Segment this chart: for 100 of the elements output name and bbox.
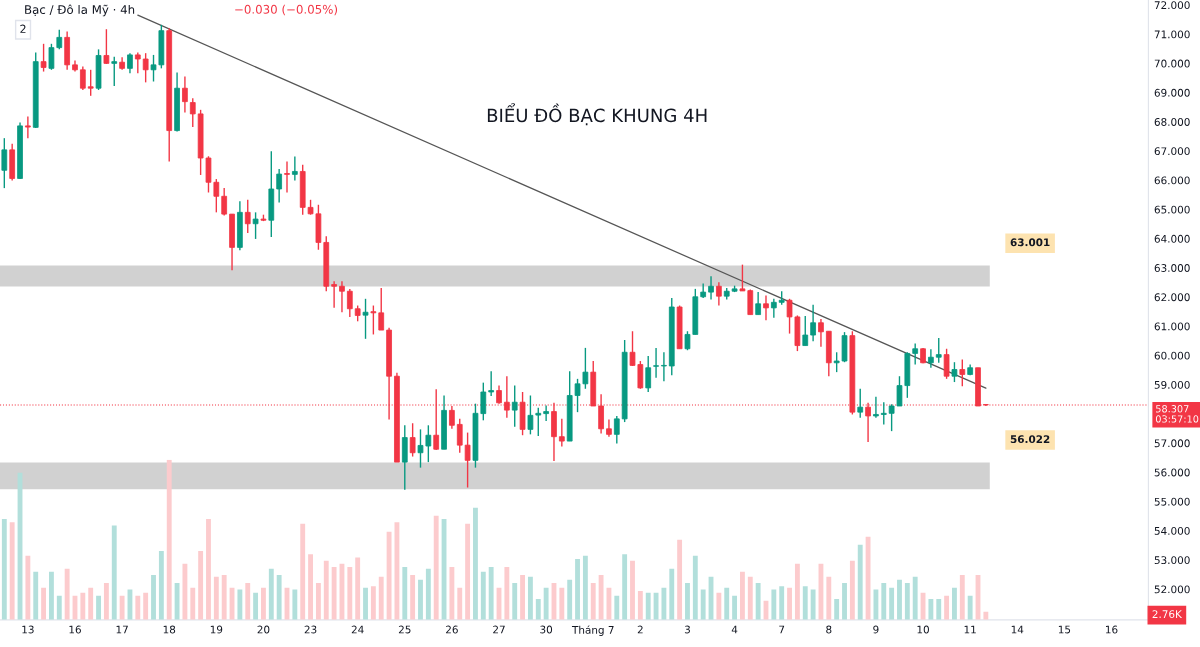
bar	[637, 591, 643, 620]
bar	[983, 611, 989, 620]
bar	[794, 563, 800, 620]
x-tick-label: Tháng 7	[571, 625, 614, 636]
bar	[410, 575, 416, 620]
y-tick-label: 72.000	[1154, 1, 1190, 10]
bar	[912, 576, 918, 620]
bar	[582, 555, 588, 620]
y-tick-label: 70.000	[1154, 59, 1190, 68]
candlestick	[661, 351, 667, 382]
candlestick	[182, 75, 188, 114]
candlestick	[127, 52, 133, 75]
chart-subtitle: −0.030 (−0.05%)	[235, 4, 338, 16]
candlestick	[912, 342, 919, 366]
bar	[504, 567, 510, 620]
bar	[630, 560, 635, 620]
bar	[206, 519, 211, 620]
y-tick-label: 56.000	[1154, 468, 1190, 477]
bar	[543, 587, 549, 620]
bar	[323, 560, 329, 620]
candlestick	[943, 348, 950, 380]
candlestick	[818, 318, 824, 348]
bar	[300, 523, 306, 620]
bar	[213, 576, 219, 620]
y-tick-label: 68.000	[1154, 118, 1190, 126]
candlestick	[511, 384, 518, 428]
bar	[967, 595, 973, 620]
candlestick	[558, 418, 565, 448]
bar	[182, 563, 188, 620]
x-tick-label: 25	[398, 625, 411, 634]
y-tick-label: 54.000	[1154, 526, 1190, 535]
candlestick	[362, 298, 369, 340]
bar	[567, 579, 573, 620]
candlestick	[244, 199, 251, 234]
bar	[512, 583, 518, 620]
bar	[904, 583, 910, 620]
x-tick-label: 24	[351, 625, 364, 634]
candlestick	[189, 97, 196, 128]
candlestick	[606, 418, 612, 438]
x-tick-label: 4	[731, 625, 738, 634]
bar	[151, 575, 156, 620]
ref-line-label: 58.307 03:57:10	[1155, 405, 1199, 423]
bar	[732, 595, 738, 620]
annotation: BIỂU ĐỒ BẠC KHUNG 4H	[487, 103, 707, 126]
candlestick	[25, 115, 31, 139]
bar	[9, 522, 15, 620]
candlestick	[873, 395, 879, 419]
candlestick	[802, 315, 809, 347]
bar	[724, 587, 730, 620]
bar	[41, 587, 47, 620]
candlestick	[951, 361, 958, 383]
candlestick	[770, 298, 777, 319]
y-tick-label: 65.000	[1154, 205, 1190, 214]
bar	[488, 567, 494, 620]
bar	[614, 595, 620, 620]
bar	[308, 554, 313, 620]
candlestick	[40, 43, 47, 73]
bar	[425, 568, 431, 620]
y-tick-label: 62.000	[1154, 293, 1190, 302]
bar	[677, 539, 683, 620]
bar	[465, 523, 471, 620]
bar	[347, 567, 353, 620]
x-tick-label: 2	[637, 625, 643, 634]
candlestick	[111, 55, 118, 87]
x-tick-label: 27	[493, 625, 505, 634]
bar	[433, 515, 439, 620]
bar	[779, 586, 785, 620]
candlestick	[613, 415, 620, 445]
y-tick-label: 64.000	[1154, 234, 1190, 243]
bar	[402, 567, 408, 620]
candlestick	[959, 358, 966, 387]
candlestick	[370, 304, 377, 336]
bar	[355, 557, 361, 620]
candlestick	[708, 275, 714, 301]
candlestick	[543, 404, 549, 422]
bar	[88, 587, 94, 620]
candlestick	[409, 422, 416, 458]
bar	[849, 560, 855, 620]
band-label: 56.022	[1010, 435, 1050, 444]
y-tick-label: 67.000	[1154, 147, 1190, 156]
y-tick-label: 55.000	[1154, 497, 1190, 506]
bar	[111, 525, 117, 620]
bar	[418, 579, 423, 620]
x-tick-label: 26	[446, 625, 458, 634]
bar	[669, 568, 675, 620]
bar	[771, 589, 777, 620]
bar	[473, 507, 478, 620]
bar	[190, 587, 196, 620]
bar	[245, 583, 251, 620]
x-tick-label: 8	[826, 625, 832, 634]
bar	[276, 575, 282, 620]
bar	[56, 595, 62, 620]
x-tick-label: 11	[964, 625, 976, 634]
bar	[457, 587, 463, 620]
bar	[897, 579, 902, 620]
candlestick	[103, 28, 110, 65]
bar	[253, 592, 259, 620]
y-tick-label: 61.000	[1154, 322, 1190, 331]
bar	[622, 554, 628, 620]
bar	[143, 592, 149, 620]
